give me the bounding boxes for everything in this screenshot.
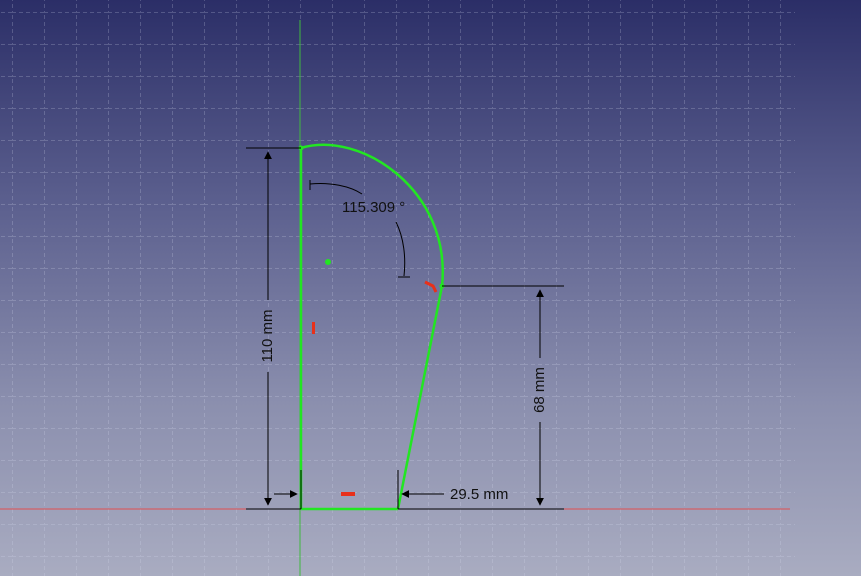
vertical-constraint-icon[interactable] (312, 322, 315, 334)
horizontal-constraint-icon[interactable] (341, 492, 355, 496)
arc-center-point[interactable] (325, 259, 331, 265)
dimension-angle-label[interactable]: 115.309 ° (342, 199, 405, 216)
dimension-29-5mm[interactable]: 29.5 mm (274, 470, 508, 509)
dimension-29-5mm-label[interactable]: 29.5 mm (450, 486, 508, 503)
constraint-symbols (312, 280, 438, 496)
dimension-110mm-label[interactable]: 110 mm (259, 309, 276, 362)
slanted-edge[interactable] (396, 285, 444, 510)
dimension-68mm-label[interactable]: 68 mm (531, 367, 548, 413)
top-arc[interactable] (300, 143, 444, 287)
dimension-68mm[interactable]: 68 mm (398, 285, 564, 510)
tangent-constraint-icon[interactable] (424, 280, 438, 293)
dimension-110mm[interactable]: 110 mm (246, 147, 301, 510)
dimension-angle[interactable]: 115.309 ° (309, 180, 410, 278)
